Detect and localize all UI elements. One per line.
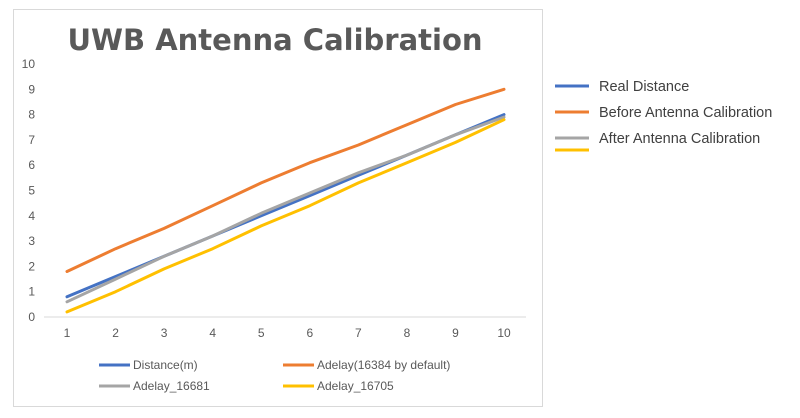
chart-title: UWB Antenna Calibration: [67, 23, 482, 57]
legend-right: Real Distance Before Antenna Calibration A…: [555, 79, 772, 152]
x-tick-label: 10: [497, 326, 511, 340]
series-line-3: [65, 115, 506, 304]
y-tick-label: 2: [28, 259, 35, 273]
right-legend-label: After Antenna Calibration: [599, 131, 760, 147]
axes-layer: 0 1 2 3 4 5 6 7 8 9 10 1 2 3 4 5 6 7 8 9 10: [22, 57, 526, 340]
x-tick-label: 5: [258, 326, 265, 340]
x-tick-label: 6: [306, 326, 313, 340]
y-tick-label: 10: [22, 57, 36, 71]
legend-label: Adelay_16681: [133, 379, 210, 393]
x-tick-label: 7: [355, 326, 362, 340]
y-tick-label: 7: [28, 133, 35, 147]
legend-label: Adelay_16705: [317, 379, 394, 393]
y-tick-label: 5: [28, 184, 35, 198]
x-tick-label: 3: [161, 326, 168, 340]
y-tick-label: 4: [28, 209, 35, 223]
x-tick-label: 9: [452, 326, 459, 340]
y-tick-label: 6: [28, 158, 35, 172]
legend-label: Adelay(16384 by default): [317, 358, 450, 372]
x-tick-label: 1: [64, 326, 71, 340]
x-tick-label: 2: [112, 326, 119, 340]
series-layer: [65, 87, 506, 314]
x-tick-label: 4: [209, 326, 216, 340]
y-tick-label: 3: [28, 234, 35, 248]
right-legend-label: Before Antenna Calibration: [599, 105, 772, 121]
series-line-4: [65, 118, 506, 314]
y-tick-label: 1: [28, 285, 35, 299]
right-legend-label: Real Distance: [599, 79, 689, 95]
y-tick-label: 8: [28, 108, 35, 122]
y-tick-label: 9: [28, 82, 35, 96]
y-tick-label: 0: [28, 310, 35, 324]
legend-label: Distance(m): [133, 358, 198, 372]
legend-bottom: Distance(m) Adelay(16384 by default) Adela…: [99, 358, 450, 393]
x-tick-label: 8: [404, 326, 411, 340]
series-line-2: [65, 87, 506, 273]
